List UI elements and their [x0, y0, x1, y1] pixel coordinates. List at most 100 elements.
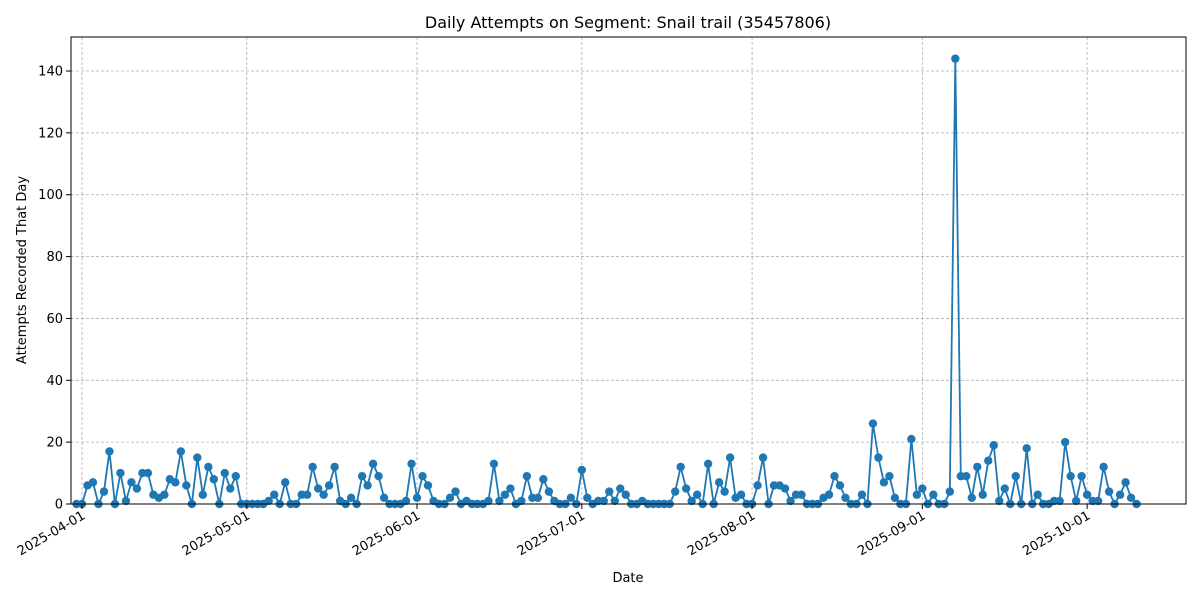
data-point — [302, 490, 312, 499]
data-point — [357, 471, 367, 481]
data-point — [885, 471, 894, 481]
y-tick-label: 60 — [46, 312, 63, 327]
data-point — [193, 453, 202, 462]
x-axis-label: Date — [612, 571, 643, 586]
x-axis: 2025-04-01 2025-05-01 2025-06-01 2025-07-01… — [15, 504, 1093, 559]
data-point — [868, 419, 878, 428]
data-point — [1126, 493, 1136, 503]
data-point — [1099, 462, 1108, 472]
data-point — [984, 456, 993, 465]
x-tick-label: 2025-07-01 — [515, 508, 588, 559]
data-point — [209, 475, 219, 484]
data-point — [226, 484, 235, 493]
data-point — [171, 478, 180, 487]
data-point — [758, 453, 768, 462]
y-tick-label: 100 — [38, 188, 63, 203]
data-point — [890, 493, 900, 503]
x-tick-label: 2025-06-01 — [350, 508, 423, 559]
data-point — [379, 493, 389, 503]
data-point — [99, 487, 109, 496]
data-point — [1077, 471, 1086, 481]
data-point — [830, 471, 839, 481]
data-point — [132, 484, 142, 493]
data-point — [577, 465, 587, 475]
data-point — [945, 487, 955, 496]
y-axis-label: Attempts Recorded That Day — [15, 176, 30, 364]
data-point — [583, 493, 592, 503]
data-point — [857, 490, 867, 499]
data-point — [517, 496, 526, 506]
data-point — [725, 453, 735, 462]
data-point — [714, 478, 724, 487]
data-point — [1060, 437, 1070, 447]
data-point — [907, 434, 916, 444]
data-point — [423, 481, 433, 490]
data-point — [1066, 471, 1075, 481]
data-point — [912, 490, 922, 499]
data-point — [967, 493, 976, 503]
series-line — [76, 58, 1138, 508]
x-tick-label: 2025-05-01 — [180, 508, 253, 559]
y-tick-label: 120 — [38, 126, 63, 141]
data-point — [1055, 496, 1064, 506]
grid — [71, 37, 1186, 505]
data-point — [978, 490, 987, 499]
data-point — [88, 478, 98, 487]
data-point — [610, 496, 619, 506]
y-axis: 0 20 40 60 80 100 120 140 — [38, 65, 71, 513]
x-tick-label: 2025-10-01 — [1020, 508, 1093, 559]
data-point — [621, 490, 630, 499]
data-point — [500, 490, 510, 499]
data-point — [692, 490, 702, 499]
data-point — [616, 484, 625, 493]
data-point — [1104, 487, 1114, 496]
data-point — [918, 484, 927, 493]
data-point — [566, 493, 576, 503]
y-tick-label: 40 — [46, 374, 63, 389]
plot-area — [72, 54, 1141, 509]
data-point — [753, 481, 762, 490]
y-tick-label: 0 — [55, 498, 63, 513]
data-point — [363, 481, 372, 490]
data-point — [841, 493, 850, 503]
data-point — [270, 490, 279, 499]
data-point — [506, 484, 515, 493]
x-tick-label: 2025-08-01 — [685, 508, 758, 559]
data-point — [319, 490, 328, 499]
data-point — [176, 447, 186, 456]
data-point — [720, 487, 729, 496]
data-point — [374, 471, 383, 481]
data-point — [451, 487, 460, 496]
data-point — [121, 496, 131, 506]
data-point — [407, 459, 416, 468]
data-point — [204, 462, 213, 472]
data-point — [599, 496, 608, 506]
data-point — [412, 493, 422, 503]
data-point — [824, 490, 834, 499]
x-tick-label: 2025-09-01 — [855, 508, 928, 559]
data-point — [835, 481, 845, 490]
data-point — [231, 471, 240, 481]
data-point — [324, 481, 334, 490]
data-point — [418, 471, 427, 481]
x-tick-label: 2025-04-01 — [15, 508, 88, 559]
data-point — [445, 493, 455, 503]
data-point — [1033, 490, 1042, 499]
data-point — [605, 487, 614, 496]
data-point — [105, 447, 114, 456]
data-point — [1000, 484, 1009, 493]
data-point — [797, 490, 806, 499]
data-point — [401, 496, 411, 506]
data-point — [489, 459, 499, 468]
data-point — [879, 478, 889, 487]
data-point — [522, 471, 532, 481]
data-point — [116, 468, 125, 478]
data-point — [308, 462, 317, 472]
data-point — [780, 484, 790, 493]
data-point — [160, 490, 169, 499]
data-point — [368, 459, 378, 468]
y-tick-label: 140 — [38, 65, 63, 80]
data-point — [874, 453, 883, 462]
data-point — [786, 496, 795, 506]
